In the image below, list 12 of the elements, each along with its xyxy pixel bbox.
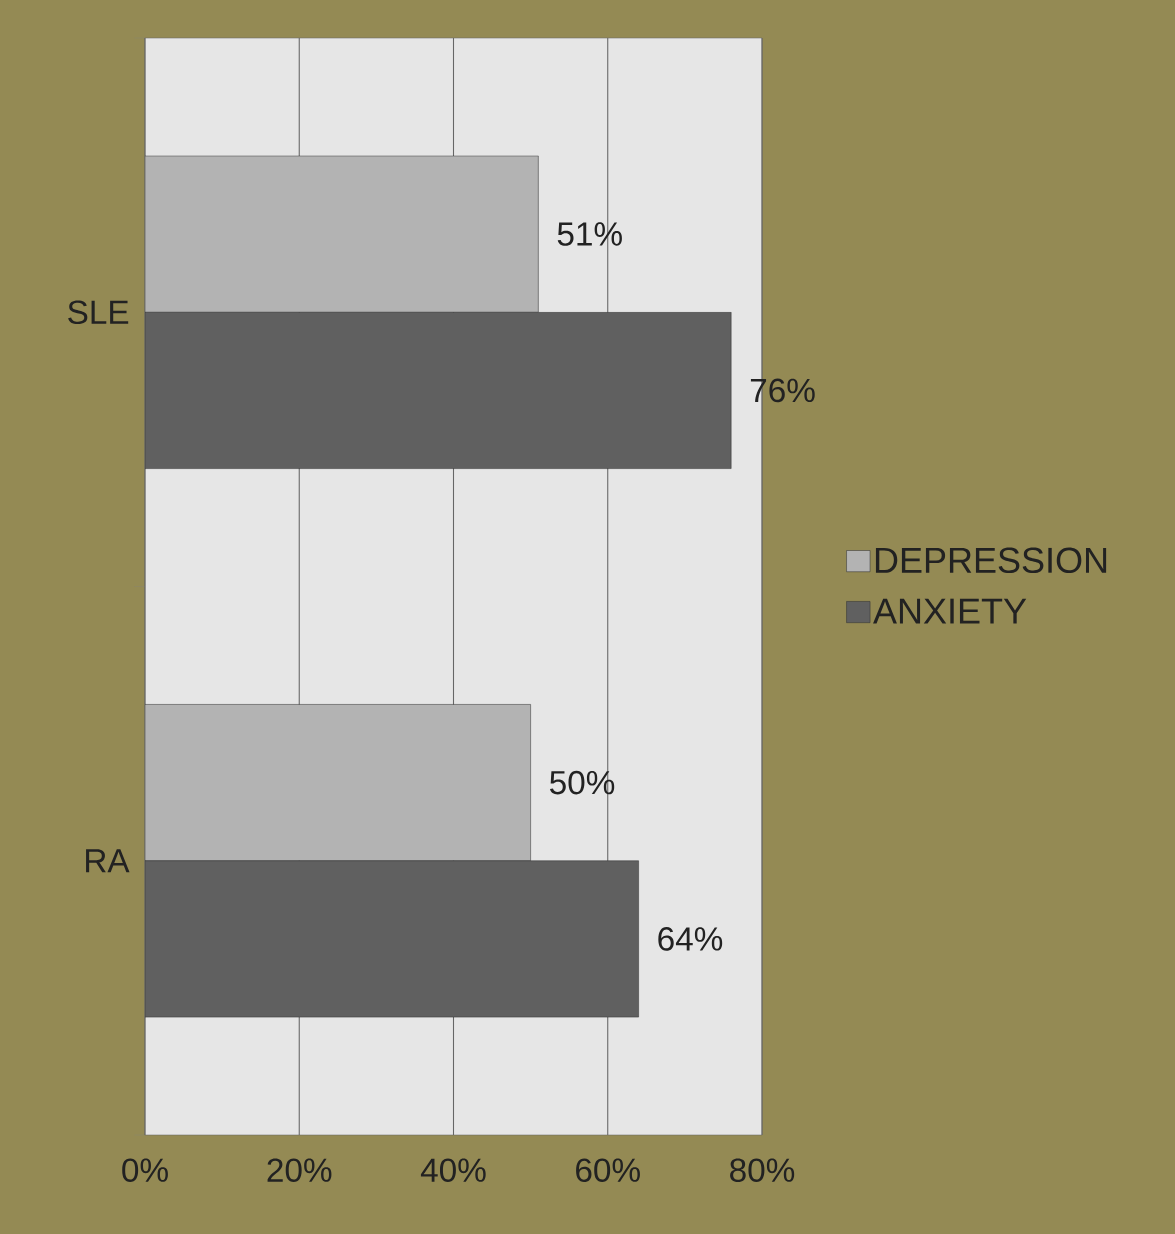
- x-tick-label: 40%: [420, 1158, 486, 1182]
- data-label: 51%: [557, 222, 622, 246]
- x-tick-label: 80%: [730, 1158, 795, 1182]
- x-tick-label: 0%: [122, 1158, 168, 1182]
- y-tick-label: SLE: [68, 300, 129, 325]
- data-label: 50%: [550, 770, 615, 795]
- data-label: 64%: [658, 927, 723, 951]
- y-tick-label: RA: [86, 849, 130, 873]
- x-tick-label: 20%: [267, 1158, 332, 1182]
- x-tick-label: 60%: [576, 1158, 640, 1182]
- legend-label: DEPRESSION: [875, 547, 1107, 574]
- legend-label: ANXIETY: [873, 598, 1027, 624]
